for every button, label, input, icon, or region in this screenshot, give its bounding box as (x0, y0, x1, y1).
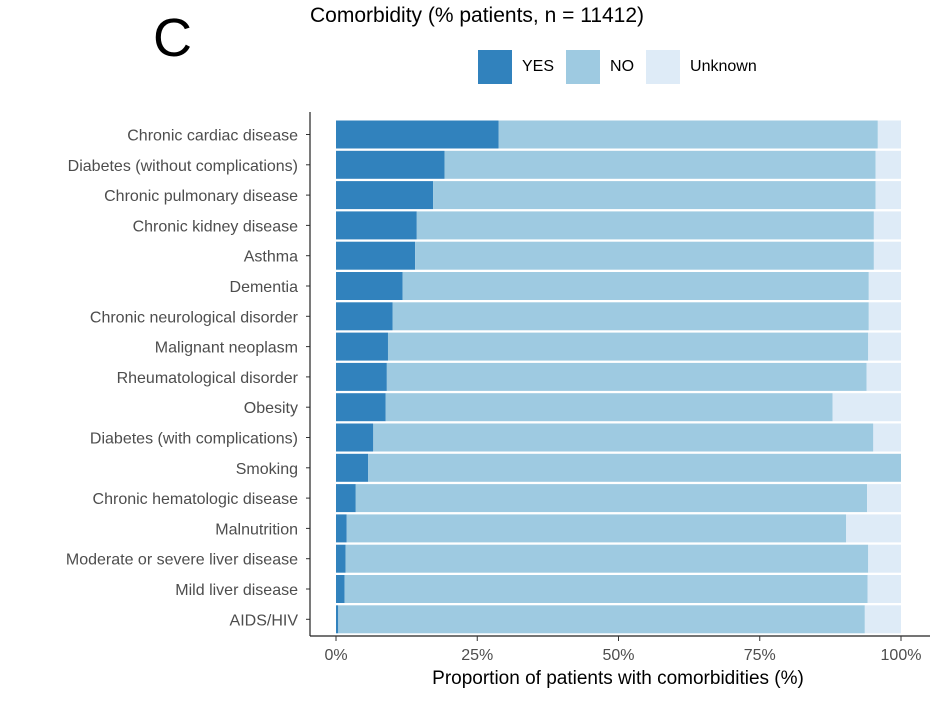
bar-aids-hiv-yes (336, 605, 339, 634)
bar-chronic-cardiac-disease-unknown (877, 120, 901, 149)
bar-diabetes-with-complications-yes (336, 423, 374, 452)
bar-mild-liver-disease-no (344, 575, 868, 603)
legend-swatch (566, 50, 601, 84)
bar-malnutrition-yes (336, 514, 347, 543)
bar-obesity-yes (336, 393, 386, 422)
y-tick-label: Smoking (236, 461, 298, 478)
legend-item-unknown: Unknown (646, 50, 757, 84)
bar-chronic-cardiac-disease-no (498, 120, 878, 149)
bar-chronic-neurological-disorder-no (392, 302, 869, 331)
bar-chronic-kidney-disease-no (416, 211, 874, 240)
bar-asthma-no (415, 241, 874, 270)
bar-chronic-hematologic-disease-yes (336, 484, 356, 513)
bar-asthma-unknown (873, 241, 901, 270)
y-tick-label: Chronic pulmonary disease (104, 188, 298, 205)
y-tick-label: Malnutrition (215, 521, 298, 538)
y-tick-label: Malignant neoplasm (155, 340, 298, 357)
y-tick-label: Chronic hematologic disease (93, 491, 299, 508)
y-tick-label: Chronic kidney disease (133, 218, 299, 235)
bar-malignant-neoplasm-unknown (868, 332, 901, 361)
y-tick-label: Asthma (244, 249, 298, 266)
bar-obesity-unknown (832, 393, 901, 422)
bar-rheumatological-disorder-unknown (866, 362, 901, 391)
y-tick-label: Chronic neurological disorder (90, 309, 299, 326)
chart-title: Comorbidity (% patients, n = 11412) (310, 4, 645, 27)
bar-malignant-neoplasm-no (387, 332, 869, 361)
bar-chronic-cardiac-disease-yes (336, 120, 499, 149)
bar-chronic-neurological-disorder-unknown (868, 302, 901, 331)
bar-diabetes-with-complications-unknown (873, 423, 901, 452)
bar-malnutrition-unknown (846, 514, 901, 543)
y-tick-label: AIDS/HIV (230, 612, 299, 629)
bar-chronic-pulmonary-disease-yes (336, 181, 434, 210)
bar-diabetes-without-complications-unknown (875, 150, 901, 179)
bar-malnutrition-no (346, 514, 847, 543)
bar-mild-liver-disease-yes (336, 575, 345, 603)
bar-diabetes-with-complications-no (373, 423, 874, 452)
bar-diabetes-without-complications-yes (336, 150, 445, 179)
bar-dementia-yes (336, 272, 403, 300)
bar-diabetes-without-complications-no (444, 150, 876, 179)
bar-smoking-no (368, 453, 902, 482)
y-tick-label: Rheumatological disorder (117, 370, 299, 387)
bar-aids-hiv-unknown (864, 605, 901, 634)
bar-chronic-hematologic-disease-no (355, 484, 868, 513)
y-tick-label: Diabetes (without complications) (68, 158, 298, 175)
bar-smoking-yes (336, 453, 369, 482)
legend: YES NO Unknown (478, 50, 769, 84)
bar-chronic-hematologic-disease-unknown (867, 484, 901, 513)
x-tick-label: 75% (744, 647, 776, 664)
y-tick-label: Moderate or severe liver disease (66, 552, 298, 569)
legend-swatch (478, 50, 512, 84)
bar-mild-liver-disease-unknown (867, 575, 901, 603)
legend-label: Unknown (690, 58, 757, 75)
x-tick-label: 25% (461, 647, 493, 664)
x-tick-label: 50% (602, 647, 634, 664)
bar-chronic-neurological-disorder-yes (336, 302, 393, 331)
bar-chronic-kidney-disease-yes (336, 211, 417, 240)
bar-malignant-neoplasm-yes (336, 332, 388, 361)
bar-moderate-or-severe-liver-disease-no (345, 544, 869, 573)
y-tick-label: Obesity (244, 400, 298, 417)
x-axis-title: Proportion of patients with comorbiditie… (432, 668, 804, 689)
bar-moderate-or-severe-liver-disease-unknown (868, 544, 901, 573)
legend-swatch (646, 50, 681, 84)
legend-item-yes: YES (478, 50, 554, 84)
legend-item-no: NO (566, 50, 634, 84)
y-tick-label: Chronic cardiac disease (127, 128, 298, 145)
y-tick-label: Diabetes (with complications) (90, 431, 298, 448)
bar-asthma-yes (336, 241, 416, 270)
bar-rheumatological-disorder-no (386, 362, 867, 391)
bar-rheumatological-disorder-yes (336, 362, 387, 391)
bar-aids-hiv-no (338, 605, 865, 634)
x-tick-label: 0% (324, 647, 347, 664)
y-tick-label: Dementia (230, 279, 299, 296)
bar-moderate-or-severe-liver-disease-yes (336, 544, 346, 573)
bar-chronic-pulmonary-disease-no (433, 181, 876, 210)
x-tick-label: 100% (881, 647, 922, 664)
bar-chronic-kidney-disease-unknown (873, 211, 901, 240)
bar-dementia-unknown (868, 272, 901, 300)
bar-chronic-pulmonary-disease-unknown (875, 181, 901, 210)
legend-label: NO (610, 58, 635, 75)
panel-label: C (153, 8, 192, 68)
legend-label: YES (522, 58, 555, 75)
bar-dementia-no (402, 272, 869, 300)
y-tick-label: Mild liver disease (175, 582, 298, 599)
bar-obesity-no (385, 393, 833, 422)
